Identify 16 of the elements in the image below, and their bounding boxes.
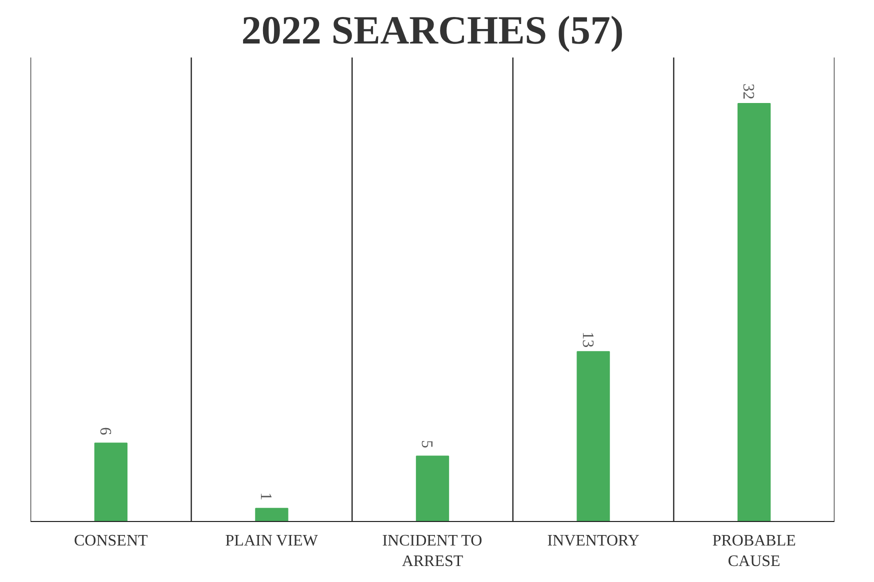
data-label: 6 bbox=[96, 427, 114, 436]
data-label: 1 bbox=[257, 492, 274, 500]
bar bbox=[576, 351, 610, 522]
x-tick-label: CONSENT bbox=[74, 532, 148, 550]
data-label: 32 bbox=[740, 83, 757, 100]
bar bbox=[94, 442, 128, 522]
x-tick-label: INCIDENT TO ARREST bbox=[382, 532, 482, 570]
x-tick-label: PROBABLE CAUSE bbox=[712, 532, 796, 570]
data-label: 5 bbox=[418, 440, 435, 448]
chart-title: 2022 SEARCHES (57) bbox=[241, 8, 624, 52]
bar bbox=[416, 456, 450, 522]
data-label: 13 bbox=[578, 332, 596, 348]
bar bbox=[738, 102, 771, 522]
x-tick-label: PLAIN VIEW bbox=[225, 532, 319, 550]
bar bbox=[255, 508, 288, 522]
x-tick-label: INVENTORY bbox=[547, 532, 640, 550]
